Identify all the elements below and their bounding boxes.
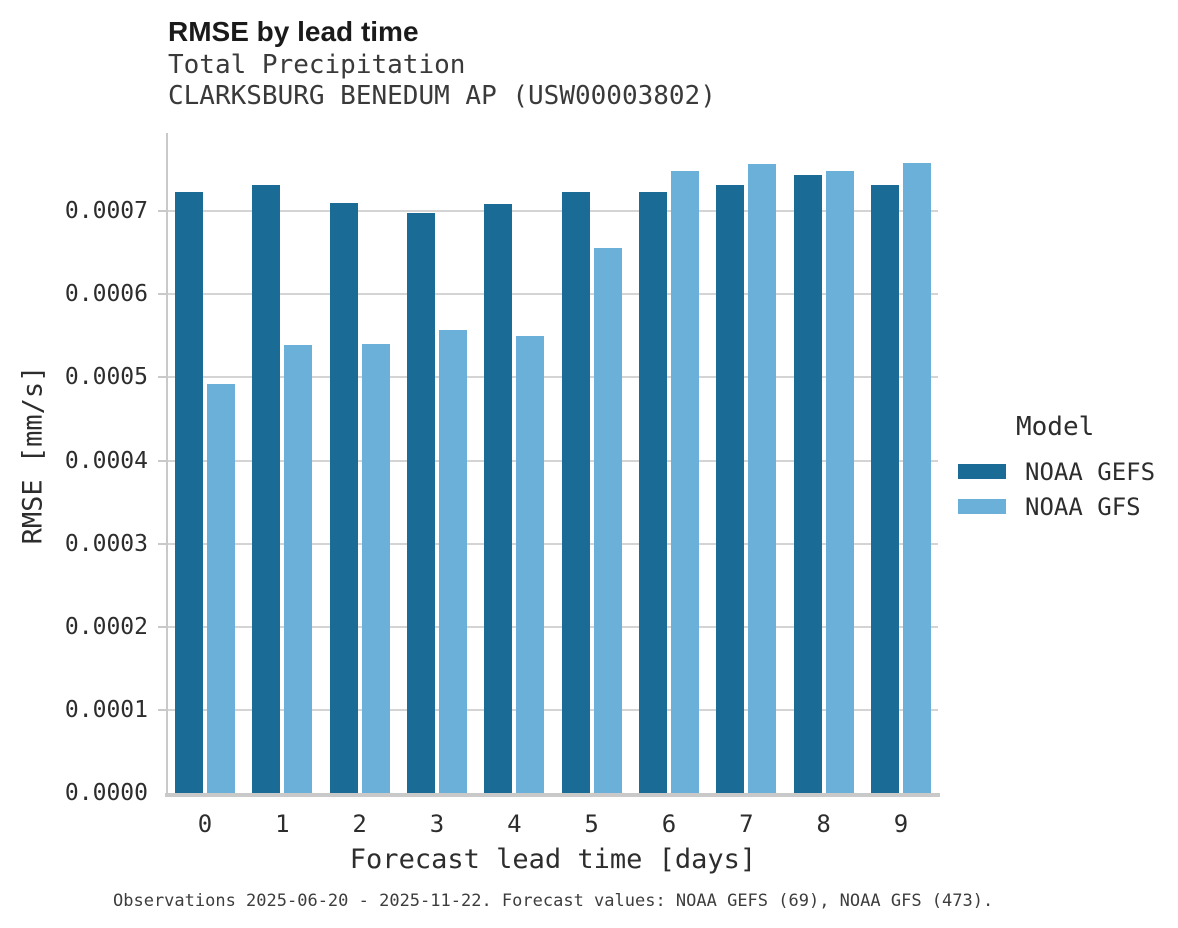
bar-noaa-gfs-day-3 xyxy=(438,330,467,793)
bar-noaa-gfs-day-9 xyxy=(902,163,931,793)
bar-noaa-gefs-day-3 xyxy=(406,213,435,793)
legend: Model NOAA GEFS NOAA GFS xyxy=(958,412,1178,524)
x-axis-line xyxy=(165,793,940,797)
y-tick-label: 0.0002 xyxy=(64,613,148,640)
y-tick-mark xyxy=(158,376,167,379)
bar-noaa-gfs-day-6 xyxy=(670,171,699,793)
legend-entry-gefs: NOAA GEFS xyxy=(958,454,1178,489)
x-tick-label: 5 xyxy=(584,810,599,838)
bar-noaa-gefs-day-7 xyxy=(716,185,745,793)
x-axis-title: Forecast lead time [days] xyxy=(349,844,757,875)
bar-noaa-gfs-day-7 xyxy=(748,164,777,793)
y-tick-label: 0.0004 xyxy=(64,447,148,474)
y-tick-mark xyxy=(158,708,167,711)
gridline-0.0001 xyxy=(168,708,938,711)
bar-noaa-gefs-day-0 xyxy=(175,192,203,793)
x-tick-label: 6 xyxy=(661,810,677,838)
bar-noaa-gfs-day-0 xyxy=(207,384,235,793)
legend-entry-gfs: NOAA GFS xyxy=(958,489,1178,524)
bar-noaa-gfs-day-8 xyxy=(825,171,854,793)
legend-swatch-gefs xyxy=(958,464,1006,479)
gridline-0.0005 xyxy=(168,376,938,379)
x-tick-label: 9 xyxy=(893,810,909,838)
x-tick-label: 2 xyxy=(352,810,367,838)
y-axis-line xyxy=(166,133,168,797)
y-tick-mark xyxy=(158,459,167,462)
y-tick-mark xyxy=(158,625,167,628)
bar-noaa-gfs-day-1 xyxy=(284,345,313,793)
gridline-0.0002 xyxy=(168,625,938,628)
bar-noaa-gefs-day-9 xyxy=(870,185,899,793)
chart-subtitle-station: CLARKSBURG BENEDUM AP (USW00003802) xyxy=(168,81,716,111)
plot-area xyxy=(168,133,938,793)
bar-noaa-gefs-day-4 xyxy=(484,204,513,793)
legend-swatch-gfs xyxy=(958,499,1006,514)
y-tick-mark xyxy=(158,542,167,545)
bar-noaa-gefs-day-8 xyxy=(793,175,822,793)
y-tick-label: 0.0006 xyxy=(64,281,148,308)
x-tick-label: 3 xyxy=(429,810,445,838)
x-tick-label: 7 xyxy=(739,810,754,838)
y-tick-mark xyxy=(158,210,167,213)
x-tick-label: 4 xyxy=(507,810,522,838)
x-tick-label: 1 xyxy=(275,810,290,838)
y-tick-label: 0.0000 xyxy=(64,780,148,806)
legend-label-gefs: NOAA GEFS xyxy=(1025,457,1156,486)
x-tick-label: 0 xyxy=(197,810,213,838)
bar-noaa-gefs-day-2 xyxy=(329,203,358,793)
y-tick-mark xyxy=(158,293,167,296)
bar-noaa-gefs-day-5 xyxy=(561,192,590,793)
chart-caption: Observations 2025-06-20 - 2025-11-22. Fo… xyxy=(113,891,994,911)
bar-noaa-gfs-day-5 xyxy=(593,248,622,793)
y-tick-label: 0.0005 xyxy=(64,364,148,391)
legend-title: Model xyxy=(1016,412,1095,442)
x-tick-label: 8 xyxy=(816,810,831,838)
chart-subtitle-variable: Total Precipitation xyxy=(168,50,466,80)
gridline-0.0006 xyxy=(168,293,938,296)
bar-noaa-gfs-day-4 xyxy=(516,336,545,793)
gridline-0.0003 xyxy=(168,542,938,545)
y-tick-label: 0.0007 xyxy=(64,198,148,225)
bar-noaa-gefs-day-1 xyxy=(252,185,281,793)
gridline-0.0004 xyxy=(168,459,938,462)
legend-label-gfs: NOAA GFS xyxy=(1025,492,1141,521)
bar-noaa-gefs-day-6 xyxy=(638,192,667,793)
y-tick-label: 0.0003 xyxy=(64,530,148,557)
y-tick-label: 0.0001 xyxy=(64,696,148,723)
chart-title: RMSE by lead time xyxy=(168,16,419,47)
bar-noaa-gfs-day-2 xyxy=(361,344,390,793)
gridline-0.0007 xyxy=(168,210,938,213)
